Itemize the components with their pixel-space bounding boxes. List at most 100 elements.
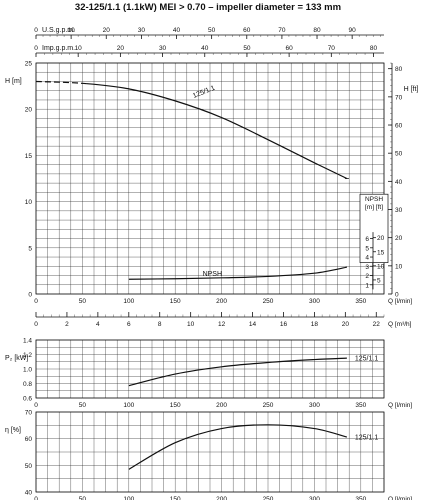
y-axis-label: P₂ [kW] bbox=[5, 355, 28, 362]
y-tick-label: 5 bbox=[28, 245, 32, 252]
q-tick-label: 350 bbox=[355, 496, 366, 500]
h-ft-tick-label: 30 bbox=[395, 207, 403, 214]
y-tick-label: 40 bbox=[25, 490, 33, 497]
m3h-tick-label: 20 bbox=[342, 321, 350, 328]
q-tick-label: 0 bbox=[34, 402, 38, 409]
m3h-axis-label: Q [m³/h] bbox=[388, 321, 412, 328]
h-ft-tick-label: 70 bbox=[395, 94, 403, 101]
usgpm-tick-label: 80 bbox=[313, 27, 321, 34]
y-tick-label: 0.6 bbox=[23, 396, 32, 403]
y-tick-label: 0.8 bbox=[23, 381, 32, 388]
y-tick-label: 20 bbox=[25, 107, 33, 114]
m3h-tick-label: 10 bbox=[187, 321, 195, 328]
m3h-tick-label: 0 bbox=[34, 321, 38, 328]
npsh-ft-tick-label: 15 bbox=[377, 249, 385, 256]
chart-title: 32-125/1.1 (1.1kW) MEI > 0.70 – impeller… bbox=[75, 2, 341, 13]
q-tick-label: 300 bbox=[309, 402, 320, 409]
q-tick-label: 200 bbox=[216, 402, 227, 409]
npsh-units: [m] [ft] bbox=[365, 204, 383, 211]
impgpm-tick-label: 50 bbox=[243, 45, 251, 52]
panel-frame bbox=[35, 411, 385, 493]
h-ft-tick-label: 0 bbox=[395, 292, 399, 299]
q-tick-label: 250 bbox=[263, 402, 274, 409]
series-label: NPSH bbox=[203, 271, 222, 278]
q-tick-label: 150 bbox=[170, 402, 181, 409]
usgpm-tick-label: 0 bbox=[34, 27, 38, 34]
y-tick-label: 50 bbox=[25, 463, 33, 470]
y-tick-label: 60 bbox=[25, 436, 33, 443]
npsh-ft-tick-label: 10 bbox=[377, 263, 385, 270]
npsh-m-tick-label: 4 bbox=[365, 255, 369, 262]
series-label: 125/1.1 bbox=[192, 85, 216, 100]
series-line bbox=[128, 266, 347, 280]
q-tick-label: 200 bbox=[216, 298, 227, 305]
m3h-tick-label: 8 bbox=[158, 321, 162, 328]
npsh-box bbox=[359, 193, 389, 263]
q-tick-label: 200 bbox=[216, 496, 227, 500]
q-tick-label: 150 bbox=[170, 298, 181, 305]
q-tick-label: 50 bbox=[79, 402, 87, 409]
q-tick-label: 350 bbox=[355, 402, 366, 409]
m3h-tick-label: 16 bbox=[280, 321, 288, 328]
h-ft-tick-label: 60 bbox=[395, 123, 403, 130]
npsh-ft-tick-label: 20 bbox=[377, 235, 385, 242]
q-tick-label: 300 bbox=[309, 298, 320, 305]
h-ft-tick-label: 10 bbox=[395, 263, 403, 270]
usgpm-tick-label: 70 bbox=[278, 27, 286, 34]
series-line-dashed bbox=[36, 80, 88, 85]
usgpm-tick-label: 90 bbox=[349, 27, 357, 34]
series-line bbox=[128, 357, 347, 387]
panel-frame bbox=[35, 62, 385, 295]
usgpm-axis-label: U.S.g.p.m. bbox=[42, 27, 75, 34]
chart-layer: U.S.g.p.m.Imp.g.p.m.10 20 30 40 50 60 70 80 9001… bbox=[5, 27, 418, 500]
m3h-tick-label: 6 bbox=[127, 321, 131, 328]
q-tick-label: 0 bbox=[34, 298, 38, 305]
h-ft-tick-label: 80 bbox=[395, 66, 403, 73]
q-tick-label: 100 bbox=[123, 298, 134, 305]
m3h-tick-label: 14 bbox=[249, 321, 257, 328]
m3h-tick-label: 4 bbox=[96, 321, 100, 328]
q-tick-label: 250 bbox=[263, 496, 274, 500]
h-ft-tick-label: 20 bbox=[395, 235, 403, 242]
impgpm-tick-label: 70 bbox=[328, 45, 336, 52]
h-ft-axis-label: H [ft] bbox=[404, 86, 419, 93]
usgpm-tick-label: 20 bbox=[103, 27, 111, 34]
impgpm-tick-label: 80 bbox=[370, 45, 378, 52]
series-line bbox=[87, 83, 348, 180]
impgpm-tick-label: 40 bbox=[201, 45, 209, 52]
series-label: 125/1.1 bbox=[355, 435, 378, 442]
q-axis-label: Q [l/min] bbox=[388, 298, 412, 305]
npsh-m-tick-label: 3 bbox=[365, 264, 369, 271]
npsh-m-tick-label: 5 bbox=[365, 245, 369, 252]
q-tick-label: 50 bbox=[79, 496, 87, 500]
y-tick-label: 70 bbox=[25, 410, 33, 417]
q-axis-label: Q [l/min] bbox=[388, 496, 412, 500]
npsh-m-tick-label: 1 bbox=[365, 282, 369, 289]
impgpm-tick-label: 30 bbox=[159, 45, 167, 52]
h-ft-tick-label: 50 bbox=[395, 151, 403, 158]
npsh-m-tick-label: 2 bbox=[365, 273, 369, 280]
npsh-ft-tick-label: 5 bbox=[377, 277, 381, 284]
y-tick-label: 1.4 bbox=[23, 338, 32, 345]
impgpm-tick-label: 10 bbox=[75, 45, 83, 52]
impgpm-tick-label: 20 bbox=[117, 45, 125, 52]
impgpm-axis-label: Imp.g.p.m. bbox=[42, 45, 75, 52]
y-tick-label: 15 bbox=[25, 153, 33, 160]
usgpm-tick-label: 30 bbox=[138, 27, 146, 34]
q-tick-label: 150 bbox=[170, 496, 181, 500]
panel-frame bbox=[35, 339, 385, 399]
q-tick-label: 350 bbox=[355, 298, 366, 305]
npsh-m-tick-label: 6 bbox=[365, 236, 369, 243]
m3h-tick-label: 18 bbox=[311, 321, 319, 328]
series-line bbox=[128, 424, 348, 470]
q-tick-label: 0 bbox=[34, 496, 38, 500]
y-axis-label: H [m] bbox=[5, 78, 22, 85]
q-tick-label: 100 bbox=[123, 496, 134, 500]
h-ft-tick-label: 40 bbox=[395, 179, 403, 186]
y-axis-label: η [%] bbox=[5, 427, 21, 434]
q-tick-label: 250 bbox=[263, 298, 274, 305]
usgpm-tick-label: 10 bbox=[68, 27, 76, 34]
y-tick-label: 25 bbox=[25, 61, 33, 68]
q-axis-label: Q [l/min] bbox=[388, 402, 412, 409]
